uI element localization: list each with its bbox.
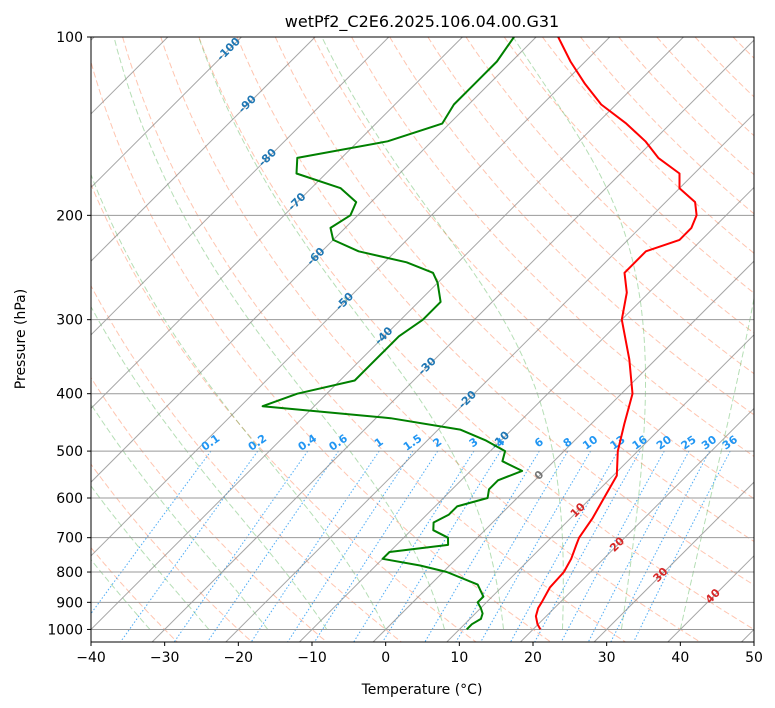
y-axis-label: Pressure (hPa) [13,289,29,389]
dry-adiabat [122,37,627,642]
y-tick-label: 800 [56,565,83,581]
dry-adiabat [91,463,253,642]
temperature-line [534,37,698,630]
y-tick-label: 700 [56,531,83,547]
x-tick-label: 50 [745,650,763,666]
mixing-ratio-line [587,450,690,642]
isotherm-line [91,37,684,631]
x-tick-label: 40 [671,650,689,666]
y-tick-label: 300 [56,313,83,329]
moist-adiabat [91,173,387,630]
dry-adiabat [198,37,754,630]
mixing-ratio-line [424,450,540,642]
x-tick-label: 10 [450,650,468,666]
dry-adiabat [427,37,754,375]
dry-adiabat [160,37,702,642]
axis-ticks: −40 −30 −20 −10 0 10 20 30 40 50 100 200 300 400 500 60… [47,30,763,666]
isotherm-line [91,37,463,410]
mixing-ratio-line [206,450,339,642]
y-tick-label: 500 [56,444,83,460]
x-tick-label: −20 [224,650,254,666]
moist-adiabat [321,37,564,630]
x-tick-label: 0 [381,650,390,666]
moist-adiabat [91,485,210,630]
isotherm-line [372,260,754,642]
x-tick-label: 20 [524,650,542,666]
dry-adiabat [465,37,754,334]
background-lines [91,37,754,642]
mixing-ratio-line [633,450,731,642]
dry-adiabat [91,183,477,642]
dewpoint-line [261,37,524,631]
y-tick-label: 200 [56,208,83,224]
dry-adiabat [389,37,754,416]
isotherm-line [520,407,754,642]
dry-adiabat [91,284,403,642]
chart-title: wetPf2_C2E6.2025.106.04.00.G31 [285,12,559,32]
isotherm-line [91,37,390,336]
mixing-ratio-line [287,450,414,642]
isotherm-line [91,37,611,557]
dry-adiabat [91,376,328,642]
moist-adiabat [512,37,646,630]
y-tick-label: 1000 [47,622,83,638]
moist-adiabat [91,558,151,630]
mixing-ratio-line [313,450,439,642]
y-tick-label: 100 [56,30,83,46]
mixing-ratio-line [534,450,641,642]
isotherm-line [91,37,316,262]
dry-adiabat [312,37,754,500]
y-tick-label: 600 [56,491,83,507]
isotherm-line [225,113,754,642]
isotherm-line [91,37,242,189]
plot-area [91,37,754,642]
isotherm-line [446,334,754,642]
mixing-ratio-line [510,450,619,642]
isotherm-line [91,37,537,483]
x-tick-label: −10 [297,650,327,666]
isotherm-line [299,186,754,642]
x-tick-label: 30 [598,650,616,666]
dry-adiabat [236,37,754,586]
y-tick-label: 900 [56,595,83,611]
mixing-ratio-line [610,450,710,642]
dry-adiabat [351,37,754,458]
mixing-ratio-line [560,450,665,642]
moist-adiabat [113,37,446,630]
y-tick-label: 400 [56,387,83,403]
mixing-ratio-line [91,450,212,615]
dry-adiabat [91,60,552,642]
x-tick-label: −40 [76,650,106,666]
moist-adiabat [679,295,754,630]
mixing-ratio-line [173,450,309,642]
profiles [261,37,698,631]
plot-frame [90,36,755,643]
moist-adiabat [91,403,269,630]
isotherm-line [593,481,754,642]
isotherm-line [151,39,754,642]
moist-adiabat [198,37,504,630]
mixing-ratio-line [382,450,501,642]
x-axis-label: Temperature (°C) [361,682,483,698]
x-tick-label: −30 [150,650,180,666]
